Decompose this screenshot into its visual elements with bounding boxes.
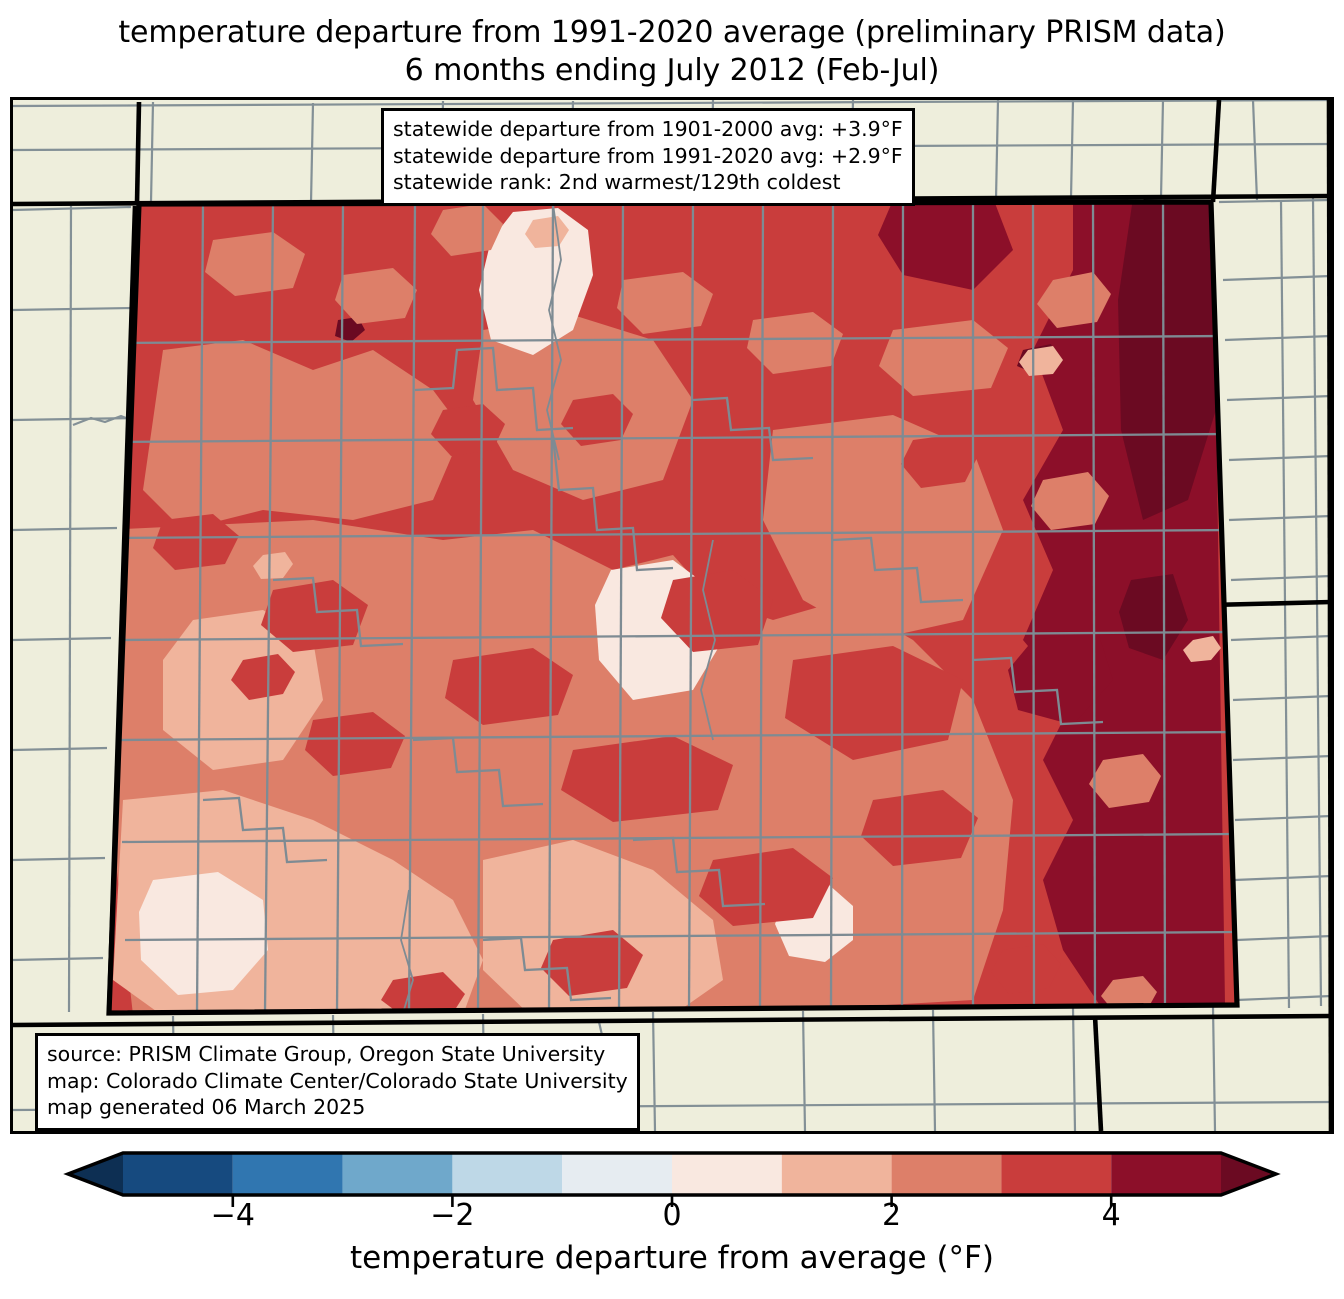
colorbar-band-8 (1001, 1153, 1112, 1195)
county-boundaries (109, 202, 1237, 1013)
colorado-temperature-departure-map (13, 100, 1331, 1131)
colorbar-tick-label-1: −2 (430, 1198, 475, 1233)
colorbar-band-6 (781, 1153, 892, 1195)
colorbar-bands (68, 1153, 1276, 1195)
colorbar-over-arrow (1221, 1153, 1276, 1195)
colorbar-band-4 (562, 1153, 672, 1195)
colorbar-tick-label-0: −4 (210, 1198, 255, 1233)
colorbar-tick-label-3: 2 (882, 1198, 902, 1233)
colorbar-outline (63, 1151, 1281, 1197)
colorbar-band-5 (672, 1153, 782, 1195)
colorbar-ticks (231, 1195, 1113, 1207)
map-panel[interactable]: statewide departure from 1901-2000 avg: … (10, 97, 1334, 1134)
colorbar-tick-label-4: 4 (1101, 1198, 1121, 1233)
colorbar-under-arrow (68, 1153, 123, 1195)
colorbar-band-1 (232, 1153, 343, 1195)
page-title: temperature departure from 1991-2020 ave… (118, 15, 1226, 88)
colorbar-band-0 (123, 1153, 233, 1195)
colorbar-band-3 (452, 1153, 563, 1195)
colorbar-container[interactable]: −4 −2 0 2 4 temperature departure from avera… (0, 1140, 1344, 1299)
colorbar-band-7 (891, 1153, 1002, 1195)
colorbar-band-2 (342, 1153, 453, 1195)
colorbar-axis-label: temperature departure from average (°F) (350, 1240, 994, 1276)
statewide-stats-box: statewide departure from 1901-2000 avg: … (381, 108, 915, 206)
colorbar-tick-label-2: 0 (662, 1198, 682, 1233)
colorbar-band-9 (1111, 1153, 1221, 1195)
colorbar (63, 1151, 1281, 1207)
source-credits-box: source: PRISM Climate Group, Oregon Stat… (35, 1033, 640, 1131)
